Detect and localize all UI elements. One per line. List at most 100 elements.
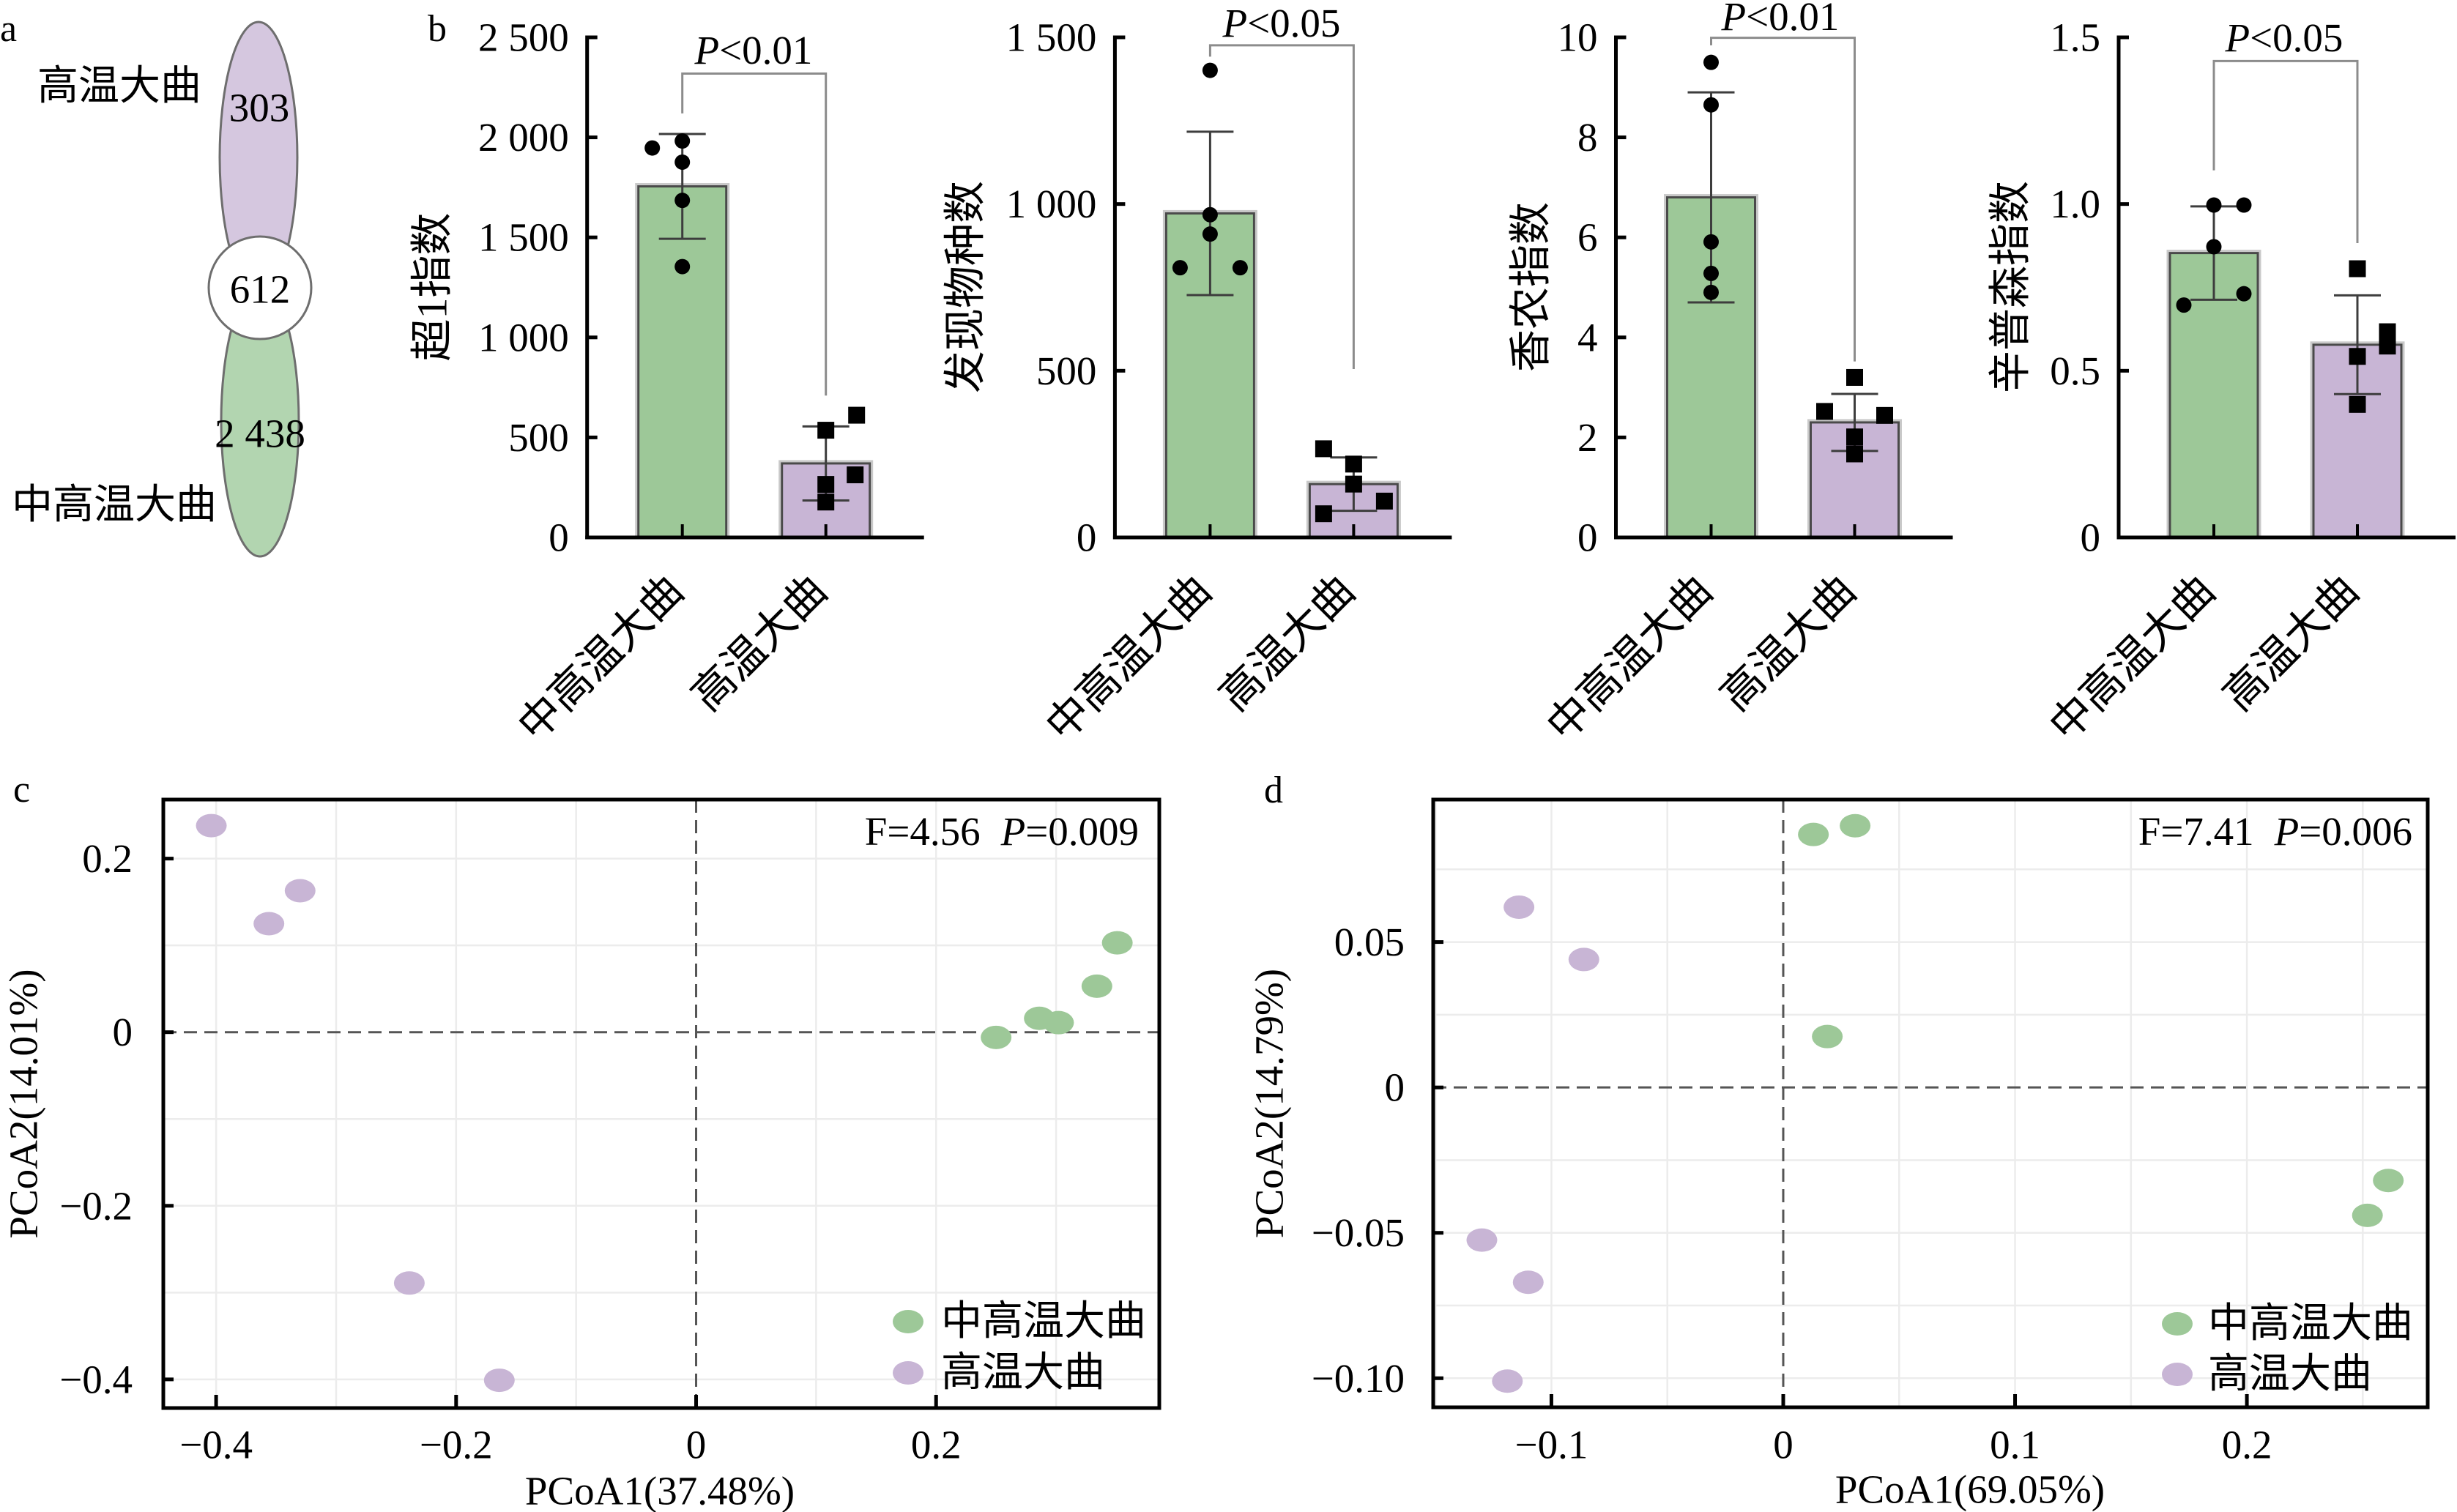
y-tick-label: 2 000 bbox=[478, 115, 569, 160]
significance-label: P<0.05 bbox=[1222, 1, 1341, 45]
panel-label-b: b bbox=[428, 8, 447, 50]
panel-label-c: c bbox=[13, 769, 30, 811]
data-point-observed-species-high-temp bbox=[1375, 492, 1393, 510]
data-point-observed-species-mid-high-temp bbox=[1172, 260, 1188, 276]
y-tick-label: 1.0 bbox=[2050, 182, 2100, 226]
legend-marker-high-temp bbox=[893, 1361, 923, 1385]
venn-shared-circle bbox=[207, 235, 313, 340]
sample-point-mid-high-temp bbox=[1812, 1024, 1843, 1049]
data-point-chao1-high-temp bbox=[817, 476, 835, 494]
data-point-chao1-high-temp bbox=[848, 406, 866, 424]
x-tick-label: 高温大曲 bbox=[683, 566, 836, 720]
y-tick-label: 8 bbox=[1577, 115, 1598, 160]
sample-point-high-temp bbox=[1512, 1270, 1544, 1295]
data-point-shannon-high-temp bbox=[1846, 445, 1863, 463]
y-tick-label: 1 000 bbox=[478, 315, 569, 360]
sample-point-high-temp bbox=[1492, 1369, 1523, 1393]
data-point-shannon-high-temp bbox=[1876, 406, 1893, 424]
legend-marker-high-temp bbox=[2162, 1363, 2193, 1386]
y-tick-label: 0.2 bbox=[82, 836, 133, 881]
data-point-shannon-mid-high-temp bbox=[1703, 265, 1719, 281]
sample-point-high-temp bbox=[483, 1368, 515, 1393]
y-tick-label: 500 bbox=[1036, 349, 1097, 393]
sample-point-high-temp bbox=[284, 879, 316, 903]
p-value: <0.05 bbox=[1247, 1, 1340, 45]
data-point-simpson-mid-high-temp bbox=[2236, 197, 2252, 213]
x-tick-label: 高温大曲 bbox=[1711, 566, 1865, 720]
data-point-chao1-mid-high-temp bbox=[674, 154, 691, 170]
data-point-simpson-high-temp bbox=[2379, 338, 2396, 355]
permanova-annotation: F=4.56 P=0.009 bbox=[865, 809, 1139, 854]
y-axis-title: 超1指数 bbox=[409, 212, 456, 361]
x-tick-label: 中高温大曲 bbox=[1037, 566, 1221, 750]
legend-marker-mid-high-temp bbox=[893, 1310, 923, 1333]
x-tick-label: 中高温大曲 bbox=[2040, 566, 2224, 750]
data-point-observed-species-high-temp bbox=[1315, 440, 1332, 458]
data-point-simpson-high-temp bbox=[2349, 395, 2366, 413]
y-axis-title: 辛普森指数 bbox=[1987, 181, 2034, 393]
p-value: =0.006 bbox=[2299, 809, 2412, 854]
p-symbol: P bbox=[1222, 1, 1248, 45]
p-symbol: P bbox=[2274, 809, 2300, 854]
y-axis-title: 香农指数 bbox=[1507, 202, 1555, 372]
data-point-shannon-mid-high-temp bbox=[1703, 97, 1719, 113]
f-statistic: F=4.56 bbox=[865, 809, 981, 854]
y-tick-label: 6 bbox=[1577, 215, 1598, 260]
data-point-chao1-mid-high-temp bbox=[674, 193, 691, 209]
error-bar-simpson-high-temp bbox=[2334, 294, 2381, 395]
data-point-observed-species-high-temp bbox=[1315, 505, 1332, 523]
sample-point-mid-high-temp bbox=[1081, 974, 1112, 998]
sample-point-high-temp bbox=[1503, 895, 1535, 919]
data-point-observed-species-mid-high-temp bbox=[1232, 260, 1248, 276]
data-point-shannon-high-temp bbox=[1846, 428, 1863, 446]
y-tick-label: 0 bbox=[1077, 515, 1097, 560]
y-tick-label: 1 500 bbox=[1006, 15, 1097, 60]
p-symbol: P bbox=[1721, 0, 1747, 39]
legend-label-mid-high-temp: 中高温大曲 bbox=[2208, 1301, 2413, 1347]
sample-point-mid-high-temp bbox=[1798, 822, 1829, 846]
p-symbol: P bbox=[694, 28, 720, 72]
data-point-observed-species-mid-high-temp bbox=[1202, 226, 1218, 242]
venn-label-mid-high-temp: 中高温大曲 bbox=[12, 483, 217, 528]
sample-point-high-temp bbox=[393, 1271, 425, 1295]
legend-label-mid-high-temp: 中高温大曲 bbox=[941, 1299, 1146, 1344]
significance-label: P<0.05 bbox=[2225, 15, 2343, 60]
y-axis-title: PCoA2(14.79%) bbox=[1247, 969, 1292, 1238]
venn-label-high-temp: 高温大曲 bbox=[37, 64, 201, 109]
legend-marker-mid-high-temp bbox=[2162, 1312, 2193, 1336]
x-tick-label: 0 bbox=[1773, 1423, 1794, 1467]
x-tick-label: 0.1 bbox=[1990, 1423, 2040, 1467]
legend-label-high-temp: 高温大曲 bbox=[2208, 1352, 2372, 1397]
sample-point-mid-high-temp bbox=[2352, 1203, 2383, 1227]
data-point-shannon-high-temp bbox=[1816, 403, 1833, 420]
y-tick-label: 0 bbox=[549, 515, 569, 560]
sample-point-high-temp bbox=[1568, 947, 1599, 972]
data-point-simpson-mid-high-temp bbox=[2236, 286, 2252, 302]
y-tick-label: 1.5 bbox=[2050, 15, 2100, 60]
y-tick-label: 1 500 bbox=[478, 215, 569, 260]
y-tick-label: 0 bbox=[2081, 515, 2101, 560]
sample-point-high-temp bbox=[1466, 1228, 1498, 1252]
sample-point-high-temp bbox=[196, 813, 227, 838]
significance-label: P<0.01 bbox=[1721, 0, 1840, 39]
data-point-shannon-high-temp bbox=[1846, 368, 1863, 386]
plot-frame bbox=[1431, 797, 2430, 1409]
sample-point-mid-high-temp bbox=[1043, 1010, 1074, 1035]
y-tick-label: 0.5 bbox=[2050, 349, 2100, 393]
data-point-simpson-mid-high-temp bbox=[2206, 197, 2222, 213]
y-tick-label: 0 bbox=[1577, 515, 1598, 560]
y-tick-label: 0 bbox=[1385, 1065, 1405, 1110]
x-tick-label: 高温大曲 bbox=[2214, 566, 2368, 720]
data-point-chao1-high-temp bbox=[817, 422, 835, 439]
p-value: <0.01 bbox=[719, 28, 812, 72]
pcoa-plot-d: −0.1 0 0.1 0.20.050−0.05−0.10PCoA1(69.05%)P… bbox=[1247, 797, 2430, 1512]
data-point-simpson-mid-high-temp bbox=[2206, 239, 2222, 255]
data-point-chao1-mid-high-temp bbox=[674, 133, 691, 149]
venn-count-high-temp: 303 bbox=[229, 86, 290, 130]
